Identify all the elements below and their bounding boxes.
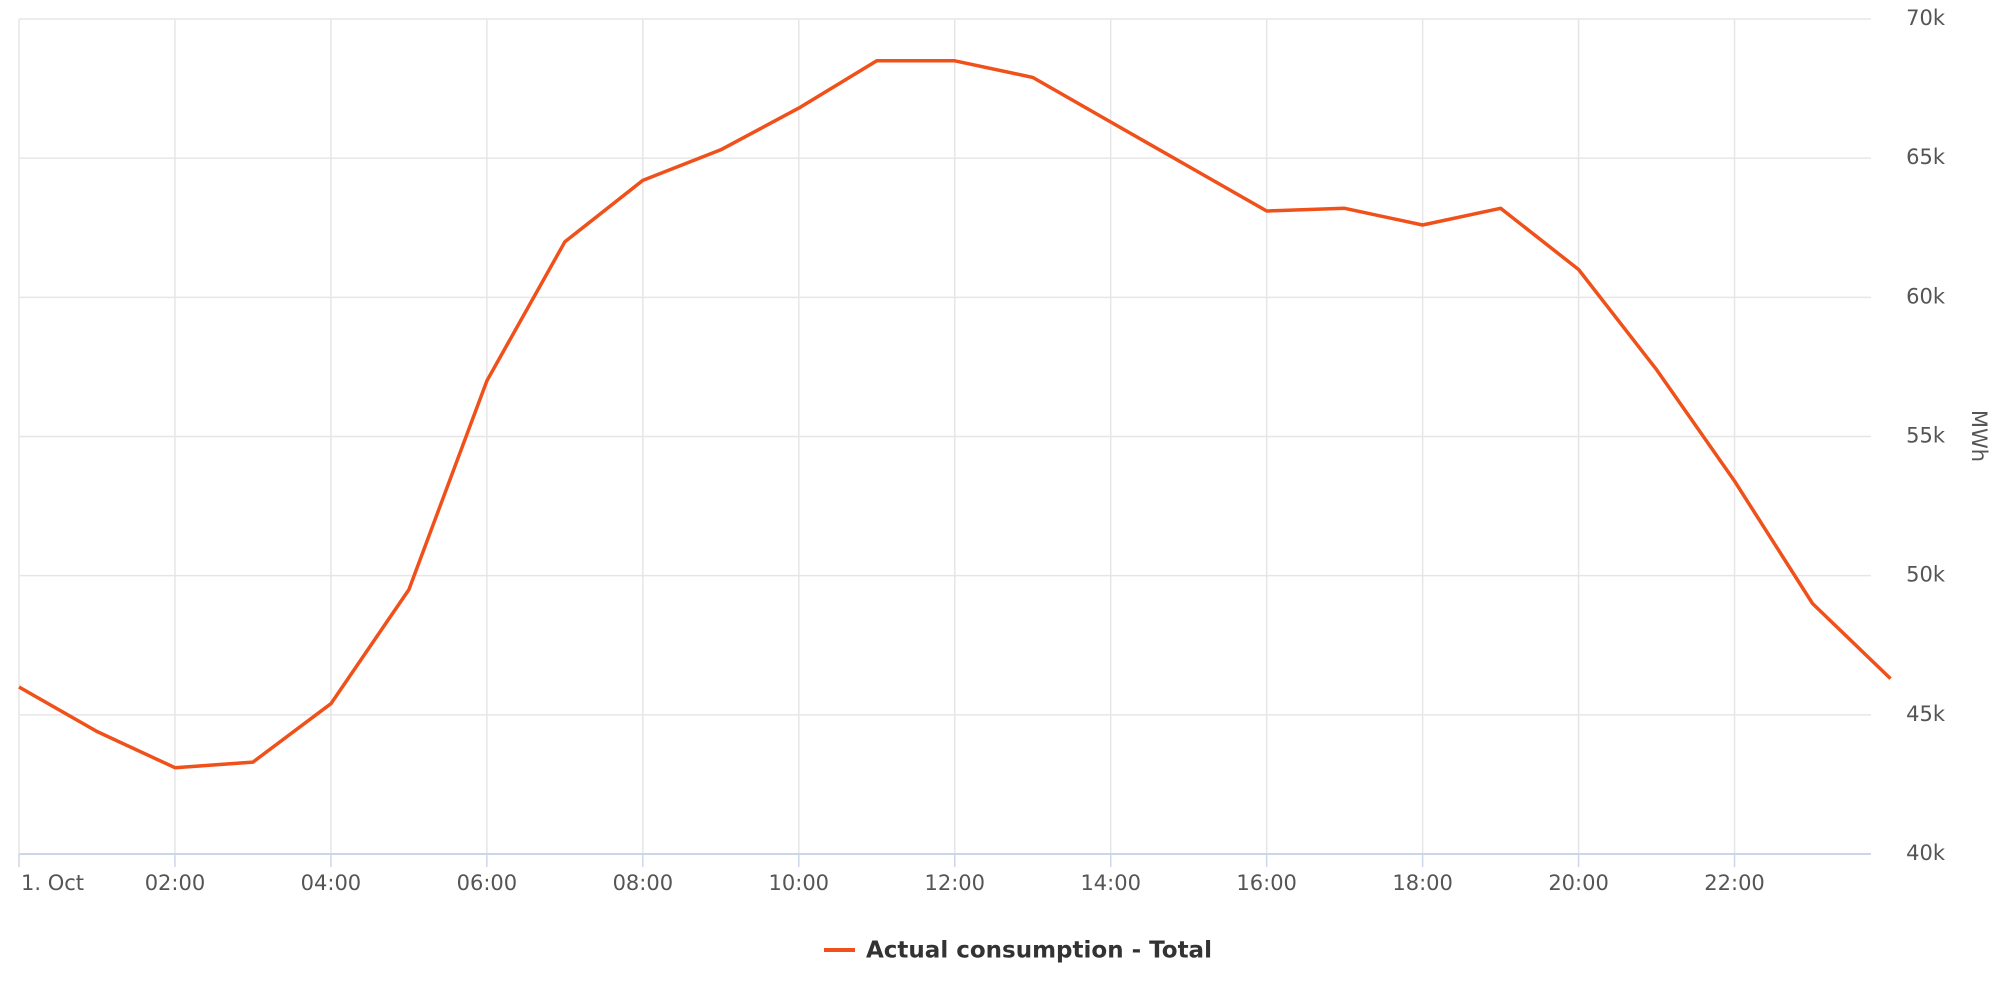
y-tick-label: 45k [1906, 702, 1946, 726]
x-tick-label: 10:00 [769, 871, 830, 895]
x-tick-label: 02:00 [145, 871, 206, 895]
x-tick-label: 06:00 [457, 871, 518, 895]
x-tick-label: 1. Oct [21, 871, 84, 895]
y-axis-label: MWh [1967, 410, 1991, 462]
x-tick-label: 16:00 [1236, 871, 1297, 895]
y-tick-label: 70k [1906, 6, 1946, 30]
x-tick-label: 08:00 [613, 871, 674, 895]
y-tick-label: 55k [1906, 424, 1946, 448]
x-tick-label: 04:00 [301, 871, 362, 895]
x-tick-label: 14:00 [1080, 871, 1141, 895]
legend-text: Actual consumption - Total [866, 938, 1212, 964]
y-tick-label: 50k [1906, 563, 1946, 587]
y-tick-label: 60k [1906, 284, 1946, 308]
y-tick-label: 40k [1906, 841, 1946, 865]
line [18, 59, 1892, 770]
y-tick-label: 65k [1906, 145, 1946, 169]
x-tick-label: 12:00 [924, 871, 985, 895]
x-tick-label: 18:00 [1392, 871, 1453, 895]
x-tick-label: 22:00 [1704, 871, 1765, 895]
x-tick-label: 20:00 [1548, 871, 1609, 895]
